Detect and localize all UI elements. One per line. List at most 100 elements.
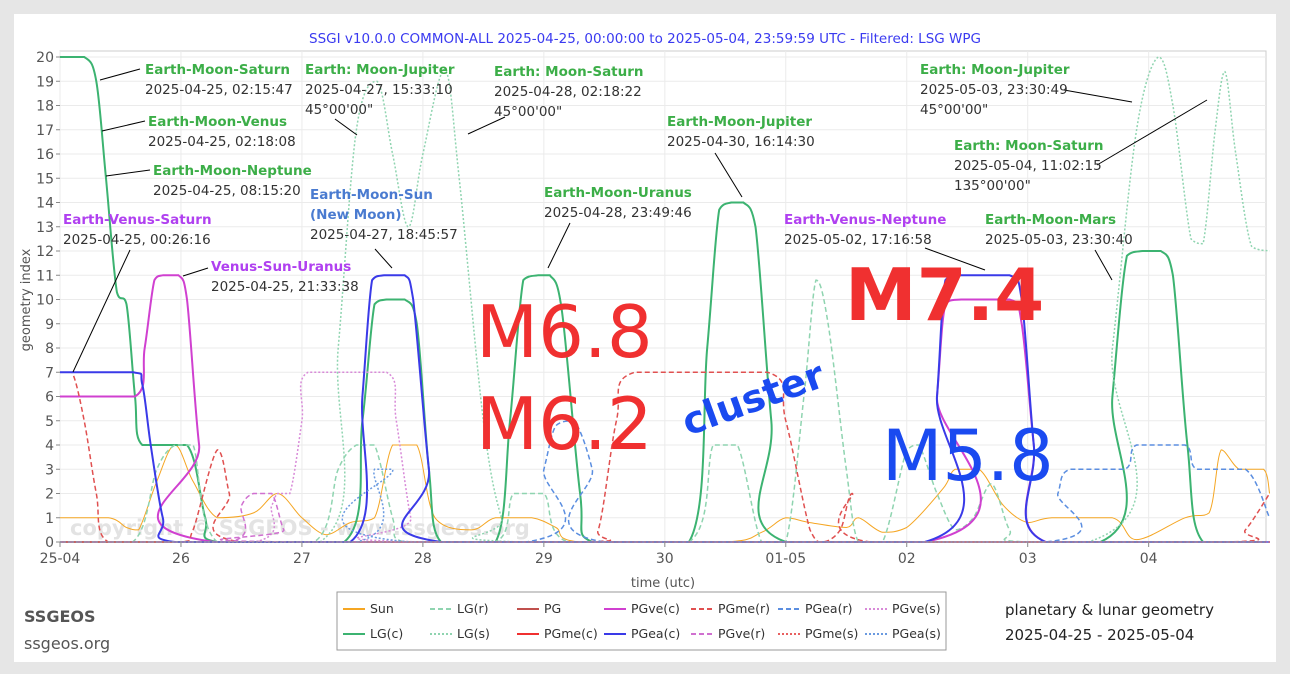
y-tick-label: 8	[45, 341, 54, 357]
legend-item: PGea(c)	[604, 626, 680, 641]
legend-item: PGme(c)	[517, 626, 598, 641]
y-tick-label: 12	[36, 244, 54, 260]
y-tick-label: 20	[36, 50, 54, 66]
y-tick-label: 1	[45, 511, 54, 527]
watermark: copyright © SSGEOS - www.ssgeos.org	[70, 516, 530, 540]
legend-label: LG(c)	[370, 626, 403, 641]
y-tick-label: 16	[36, 147, 54, 163]
y-tick-label: 19	[36, 74, 54, 90]
annotation: Earth-Moon-Mars 2025-05-03, 23:30:40	[985, 212, 1133, 248]
annotation-title: Earth: Moon-Jupiter	[305, 62, 455, 78]
leader-line	[1063, 89, 1133, 103]
annotation-title: Earth-Moon-Venus	[148, 114, 287, 130]
legend-item: PGme(r)	[691, 601, 770, 616]
annotation: Earth-Moon-Neptune 2025-04-25, 08:15:20	[153, 163, 312, 199]
annotation-title: Earth-Moon-Saturn	[145, 62, 290, 78]
annotation: Earth-Moon-Venus 2025-04-25, 02:18:08	[148, 114, 296, 150]
x-tick-label: 03	[1019, 551, 1037, 567]
legend-label: PGme(c)	[544, 626, 598, 641]
x-tick-label: 26	[172, 551, 190, 567]
leader-line	[182, 267, 209, 277]
legend-label: PGme(s)	[805, 626, 858, 641]
leader-line	[467, 116, 506, 135]
legend-label: PGve(s)	[892, 601, 941, 616]
legend-label: PGea(c)	[631, 626, 680, 641]
annotation-angle: 45°00'00"	[920, 102, 988, 118]
footer-caption: planetary & lunar geometry	[1005, 601, 1214, 619]
x-tick-label: 01-05	[765, 551, 806, 567]
series-line-pgea-r	[59, 420, 1271, 543]
annotation-date: 2025-04-25, 00:26:16	[63, 232, 211, 248]
y-tick-label: 13	[36, 220, 54, 236]
annotation: Earth-Moon-Sun (New Moon) 2025-04-27, 18:4…	[310, 187, 458, 243]
annotation-date: 2025-05-03, 23:30:40	[985, 232, 1133, 248]
annotation-date: 2025-04-28, 02:18:22	[494, 84, 642, 100]
x-tick-label: 28	[414, 551, 432, 567]
leader-line	[374, 248, 393, 269]
annotation-title: Earth-Moon-Sun	[310, 187, 433, 203]
annotation-title: Earth-Venus-Saturn	[63, 212, 212, 228]
legend-label: LG(s)	[457, 626, 490, 641]
leader-line	[547, 222, 571, 269]
annotation-title: Earth-Moon-Mars	[985, 212, 1116, 228]
annotation: Earth: Moon-Saturn 2025-05-04, 11:02:15 13…	[954, 138, 1104, 194]
leader-line	[101, 120, 146, 132]
annotation-title: Earth: Moon-Saturn	[954, 138, 1104, 154]
magnitude-label-m62: M6.2	[476, 382, 653, 466]
leader-line	[334, 118, 358, 136]
annotation-title: Earth-Venus-Neptune	[784, 212, 946, 228]
magnitude-label-m74: M7.4	[845, 253, 1044, 337]
annotation: Earth: Moon-Jupiter 2025-05-03, 23:30:49 4…	[920, 62, 1070, 118]
series-line-pgve-r	[59, 492, 1270, 543]
legend-item: LG(c)	[343, 626, 403, 641]
y-axis-label: geometry index	[19, 248, 34, 351]
legend-item: Sun	[343, 601, 394, 616]
annotation-date: 2025-04-25, 21:33:38	[211, 279, 359, 295]
annotation-date: 2025-04-27, 15:33:10	[305, 82, 453, 98]
earthquake-overlays: M6.8 M6.2 M7.4 cluster M5.8	[476, 253, 1054, 497]
legend-item: PGea(s)	[865, 626, 941, 641]
annotation-title: Earth: Moon-Saturn	[494, 64, 644, 80]
annotation-date: 2025-04-27, 18:45:57	[310, 227, 458, 243]
footer-site[interactable]: ssgeos.org	[24, 634, 110, 653]
annotation: Venus-Sun-Uranus 2025-04-25, 21:33:38	[211, 259, 359, 295]
annotation-date: 2025-05-02, 17:16:58	[784, 232, 932, 248]
y-tick-label: 9	[45, 317, 54, 333]
annotation-title: Earth-Moon-Neptune	[153, 163, 312, 179]
leader-line	[1096, 99, 1208, 166]
legend-label: PGme(r)	[718, 601, 770, 616]
leader-line	[1094, 249, 1113, 281]
x-tick-label: 29	[535, 551, 553, 567]
x-tick-label: 27	[293, 551, 311, 567]
legend-label: PGea(r)	[805, 601, 852, 616]
annotation-angle: 45°00'00"	[494, 104, 562, 120]
y-tick-label: 2	[45, 487, 54, 503]
annotation-date: 2025-04-25, 02:15:47	[145, 82, 293, 98]
legend-item: PGve(c)	[604, 601, 680, 616]
annotation-angle: 135°00'00"	[954, 178, 1031, 194]
y-tick-label: 17	[36, 123, 54, 139]
annotation: Earth-Moon-Jupiter 2025-04-30, 16:14:30	[667, 114, 815, 150]
annotation-title: Earth-Moon-Jupiter	[667, 114, 812, 130]
legend-item: LG(s)	[430, 626, 490, 641]
y-tick-label: 3	[45, 462, 54, 478]
annotation-title: Earth-Moon-Uranus	[544, 185, 692, 201]
leader-line	[714, 152, 743, 198]
y-tick-label: 15	[36, 171, 54, 187]
annotation-date: 2025-04-28, 23:49:46	[544, 205, 692, 221]
annotation: Earth-Moon-Saturn 2025-04-25, 02:15:47	[145, 62, 293, 98]
series-line-pgea-c	[60, 274, 1270, 544]
annotation-title: Earth: Moon-Jupiter	[920, 62, 1070, 78]
legend-label: PGea(s)	[892, 626, 941, 641]
y-tick-label: 4	[45, 438, 54, 454]
annotation: Earth-Venus-Saturn 2025-04-25, 00:26:16	[63, 212, 212, 248]
annotation-title: Venus-Sun-Uranus	[211, 259, 351, 275]
chart-title: SSGI v10.0.0 COMMON-ALL 2025-04-25, 00:0…	[309, 31, 981, 47]
annotation-angle: 45°00'00"	[305, 102, 373, 118]
annotation-date: 2025-04-25, 02:18:08	[148, 134, 296, 150]
y-tick-label: 6	[45, 390, 54, 406]
legend-item: LG(r)	[430, 601, 489, 616]
